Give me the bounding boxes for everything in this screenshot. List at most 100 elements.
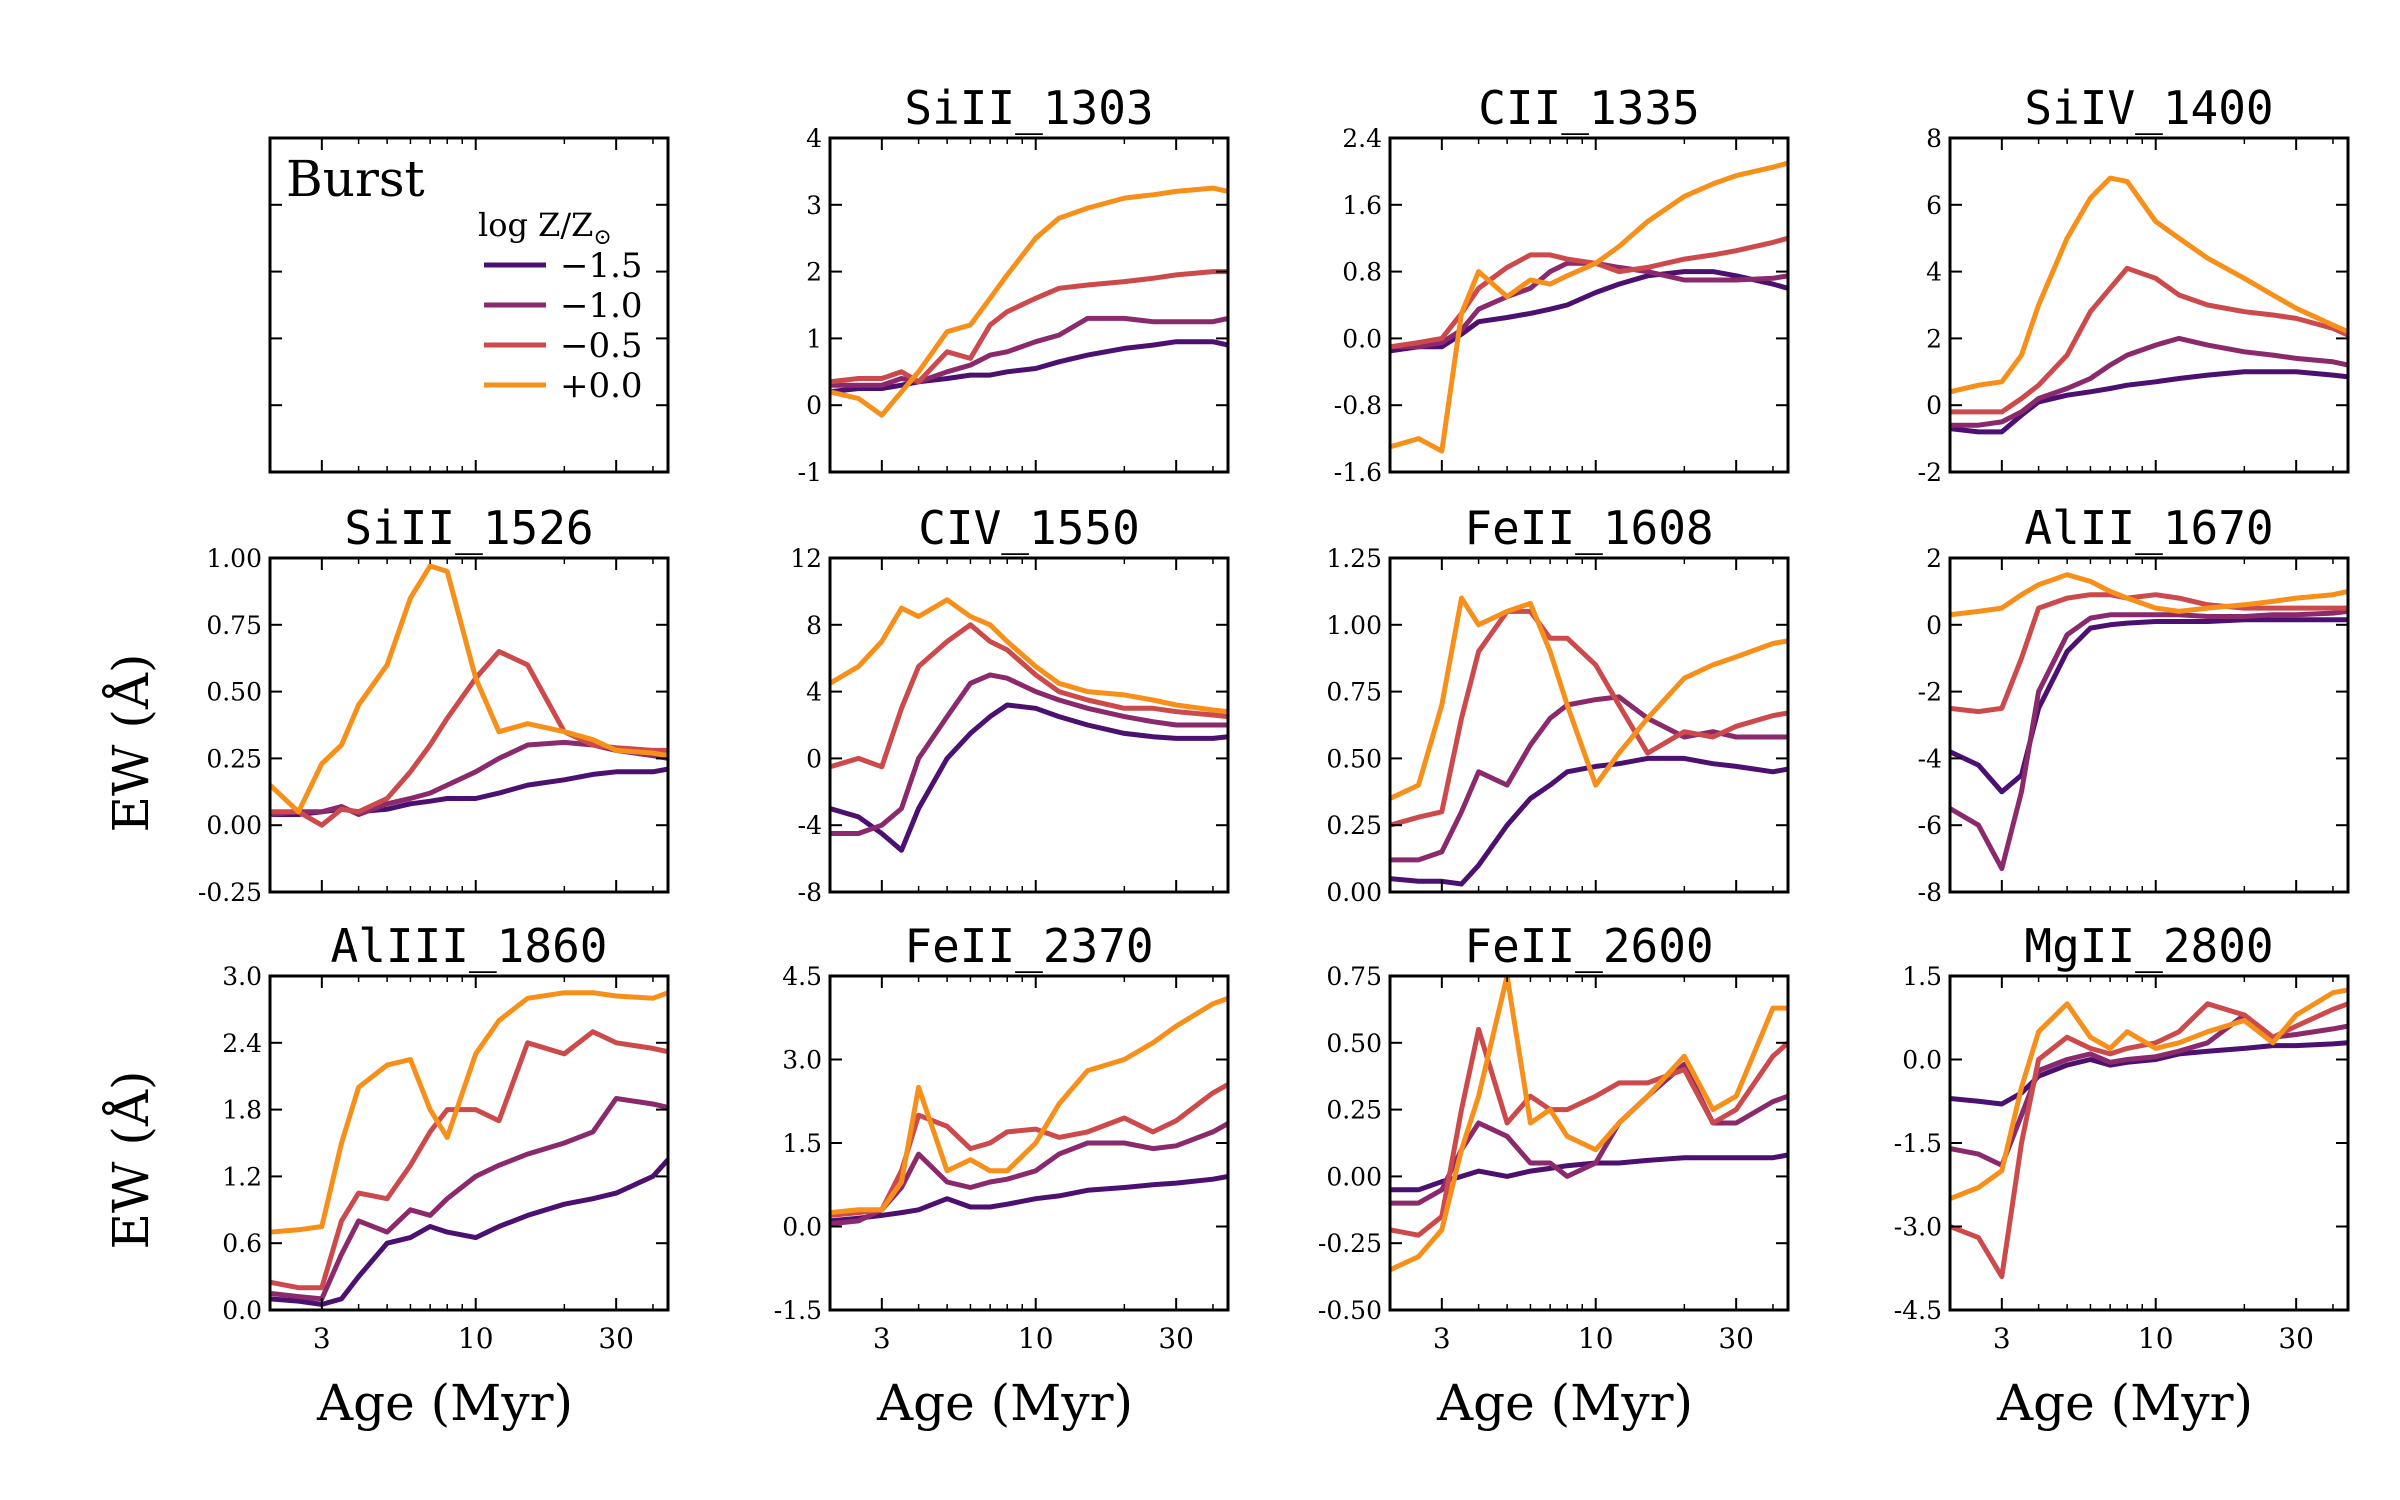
x-tick-label: 10 bbox=[1578, 1322, 1614, 1355]
y-tick-label: 1.25 bbox=[1326, 544, 1382, 573]
series-line bbox=[1950, 175, 2348, 395]
x-axis-label-col2: Age (Myr) bbox=[876, 1374, 1133, 1432]
y-tick-label: 0.00 bbox=[1326, 1162, 1382, 1191]
axes-frame bbox=[1948, 136, 2350, 474]
panel-feii-2370: -1.5 0.0 1.5 3.0 4.5 3 10 30 FeII_2370 bbox=[774, 919, 1230, 1355]
y-tick-label: 0.75 bbox=[1326, 678, 1382, 707]
y-tick-label: 2 bbox=[1926, 324, 1942, 353]
y-tick-label: 6 bbox=[1926, 191, 1942, 220]
y-tick-label: -0.50 bbox=[1318, 1296, 1382, 1325]
x-tick-label: 10 bbox=[458, 1322, 494, 1355]
y-tick-label: 0.75 bbox=[1326, 962, 1382, 991]
y-tick-label: 8 bbox=[1926, 124, 1942, 153]
series-line bbox=[830, 1121, 1228, 1227]
panel-siii-1526: -0.25 0.00 0.25 0.50 0.75 1.00 SiII_1526 bbox=[198, 501, 670, 907]
y-tick-label: -8 bbox=[798, 878, 822, 907]
panel-siii-1303: -1 0 1 2 3 4 SiII_1303 bbox=[798, 81, 1230, 487]
y-tick-label: 2.4 bbox=[1342, 124, 1382, 153]
panel-title: AlII_1670 bbox=[2024, 501, 2273, 555]
panel-civ-1550: -8 -4 0 4 8 12 CIV_1550 bbox=[790, 501, 1230, 907]
y-tick-label: 0 bbox=[1926, 391, 1942, 420]
panels-group: -1 0 1 2 3 4 SiII_1303 -1.6 -0.8 0.0 0.8 1.6 2.4 CII_… bbox=[198, 81, 2350, 1355]
panel-title: SiII_1303 bbox=[904, 81, 1153, 135]
y-tick-label: 1.2 bbox=[222, 1162, 262, 1191]
series-line bbox=[1950, 608, 2348, 872]
series-line bbox=[1950, 369, 2348, 435]
y-tick-label: -0.25 bbox=[1318, 1229, 1382, 1258]
y-tick-label: 3.0 bbox=[782, 1046, 822, 1075]
legend-label: −1.5 bbox=[560, 246, 643, 286]
y-tick-label: 2 bbox=[1926, 544, 1942, 573]
series-line bbox=[830, 1173, 1228, 1224]
y-tick-label: -4.5 bbox=[1894, 1296, 1942, 1325]
series-line bbox=[1390, 755, 1788, 887]
series-line bbox=[270, 1029, 668, 1291]
burst-title: Burst bbox=[286, 150, 425, 208]
axes-frame bbox=[828, 136, 1230, 474]
x-tick-label: 30 bbox=[1718, 1322, 1754, 1355]
x-tick-label: 10 bbox=[2138, 1322, 2174, 1355]
panel-title: CII_1335 bbox=[1478, 81, 1700, 135]
y-tick-label: -2 bbox=[1918, 678, 1942, 707]
axes-frame bbox=[828, 556, 1230, 894]
y-tick-label: 2.4 bbox=[222, 1029, 262, 1058]
x-tick-label: 3 bbox=[1993, 1322, 2011, 1355]
panel-alii-1670: -8 -6 -4 -2 0 2 AlII_1670 bbox=[1918, 501, 2350, 907]
x-tick-label: 3 bbox=[873, 1322, 891, 1355]
series-line bbox=[830, 622, 1228, 770]
y-tick-label: -1.5 bbox=[1894, 1129, 1942, 1158]
series-line bbox=[1390, 260, 1788, 350]
axes-frame bbox=[268, 974, 670, 1312]
series-line bbox=[830, 672, 1228, 836]
y-tick-label: 0.0 bbox=[222, 1296, 262, 1325]
series-line bbox=[1950, 335, 2348, 428]
series-line bbox=[1390, 608, 1788, 828]
series-line bbox=[830, 339, 1228, 395]
y-tick-label: 1 bbox=[806, 324, 822, 353]
legend-label: −0.5 bbox=[560, 326, 643, 366]
y-tick-label: 1.6 bbox=[1342, 191, 1382, 220]
series-line bbox=[270, 1096, 668, 1302]
series-line bbox=[830, 315, 1228, 388]
y-tick-label: 4 bbox=[1926, 258, 1942, 287]
y-axis-label-row2: EW (Å) bbox=[101, 654, 160, 833]
y-tick-label: -1.6 bbox=[1334, 458, 1382, 487]
y-tick-label: 0.25 bbox=[206, 744, 262, 773]
y-tick-label: -0.25 bbox=[198, 878, 262, 907]
axes-frame bbox=[268, 556, 670, 894]
y-tick-label: -1 bbox=[798, 458, 822, 487]
y-tick-label: 0.50 bbox=[1326, 744, 1382, 773]
series-line bbox=[1950, 265, 2348, 415]
x-axis-label-col4: Age (Myr) bbox=[1996, 1374, 2253, 1432]
series-line bbox=[270, 563, 668, 815]
series-line bbox=[270, 1158, 668, 1307]
panel-title: CIV_1550 bbox=[918, 501, 1140, 555]
series-line bbox=[1390, 1061, 1788, 1206]
y-tick-label: -2 bbox=[1918, 458, 1942, 487]
series-line bbox=[830, 597, 1228, 715]
panel-title: AlIII_1860 bbox=[331, 919, 608, 973]
y-tick-label: 1.5 bbox=[782, 1129, 822, 1158]
legend-frame bbox=[268, 136, 670, 474]
y-tick-label: -0.8 bbox=[1334, 391, 1382, 420]
legend-label: −1.0 bbox=[560, 286, 643, 326]
panel-title: SiII_1526 bbox=[344, 501, 593, 555]
y-tick-label: 0.6 bbox=[222, 1229, 262, 1258]
axes-frame bbox=[1388, 556, 1790, 894]
panel-aliii-1860: 0.0 0.6 1.2 1.8 2.4 3.0 3 10 30 AlIII_1860 bbox=[222, 919, 670, 1355]
axes-frame bbox=[1948, 556, 2350, 894]
y-tick-label: 4.5 bbox=[782, 962, 822, 991]
series-line bbox=[1950, 1040, 2348, 1107]
panel-title: SiIV_1400 bbox=[2024, 81, 2273, 135]
series-line bbox=[1390, 235, 1788, 350]
series-line bbox=[1390, 269, 1788, 354]
series-line bbox=[1950, 592, 2348, 715]
panel-title: FeII_2370 bbox=[904, 919, 1153, 973]
panel-cii-1335: -1.6 -0.8 0.0 0.8 1.6 2.4 CII_1335 bbox=[1334, 81, 1790, 487]
y-tick-label: 4 bbox=[806, 124, 822, 153]
x-tick-label: 10 bbox=[1018, 1322, 1054, 1355]
panel-title: FeII_2600 bbox=[1464, 919, 1713, 973]
y-tick-label: 0.8 bbox=[1342, 258, 1382, 287]
series-line bbox=[830, 995, 1228, 1216]
